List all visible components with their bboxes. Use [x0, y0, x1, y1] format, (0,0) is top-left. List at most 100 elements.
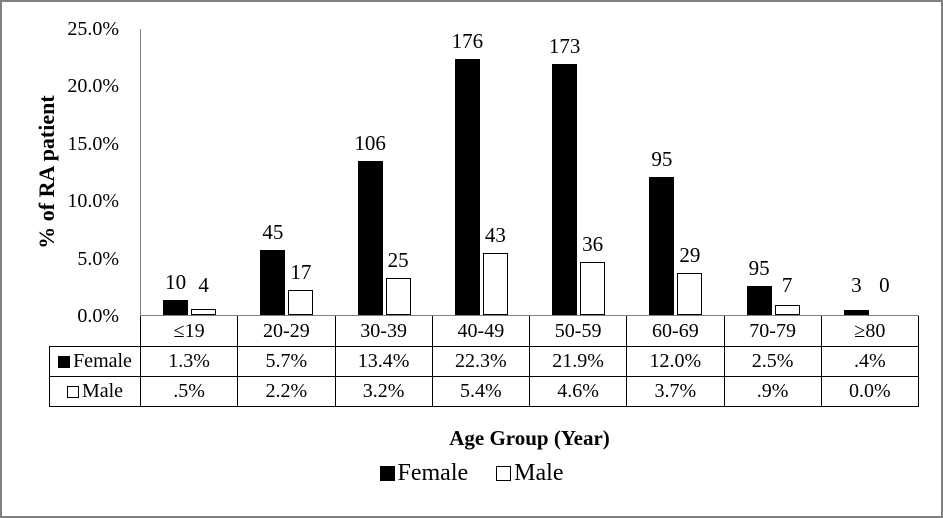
female-bar-60-69 — [649, 177, 675, 315]
category-column-3: 106 25 — [336, 29, 433, 315]
bar-slot: 0 — [872, 29, 897, 315]
y-tick-label: 15.0% — [67, 132, 119, 155]
male-bar-50-59 — [580, 262, 606, 315]
bar-slot: 43 — [482, 29, 508, 315]
female-bar-40-49 — [454, 59, 480, 315]
chart-legend: Female Male — [2, 460, 941, 487]
bar-slot: 3 — [843, 29, 869, 315]
male-count-label: 7 — [781, 273, 793, 297]
bar-slot: 7 — [774, 29, 800, 315]
male-count-label: 17 — [290, 259, 312, 284]
female-count-label: 106 — [354, 131, 386, 156]
x-axis-title: Age Group (Year) — [449, 426, 610, 450]
female-count-label: 95 — [748, 256, 770, 281]
bar-slot: 176 — [452, 29, 483, 315]
bar-slot: 4 — [191, 29, 217, 315]
bar-slot: 45 — [260, 29, 286, 315]
percent-cell: .5% — [139, 375, 239, 407]
male-bar-70-79 — [774, 304, 800, 315]
male-count-label: 4 — [198, 273, 209, 297]
category-label: 60-69 — [626, 316, 725, 347]
series-name: Female — [73, 350, 132, 372]
bar-slot: 106 — [354, 29, 386, 315]
female-bar-≤19 — [163, 300, 189, 315]
female-count-label: 45 — [262, 219, 284, 244]
male-swatch-icon — [66, 386, 79, 398]
male-count-label: 0 — [879, 273, 890, 297]
percent-cell: 4.6% — [528, 375, 628, 407]
bar-slot: 173 — [549, 29, 580, 315]
percent-cell: .9% — [723, 375, 822, 407]
percent-cell: 3.7% — [626, 375, 725, 407]
female-count-label: 3 — [851, 273, 862, 297]
male-count-label: 43 — [484, 223, 506, 248]
series-key-cell: Female — [49, 345, 141, 377]
y-tick-label: 10.0% — [67, 190, 119, 213]
category-label: 50-59 — [528, 316, 628, 347]
male-bar-≤19 — [191, 309, 217, 315]
male-bar-30-39 — [385, 278, 411, 315]
male-bar-60-69 — [677, 272, 703, 315]
female-bar-≥80 — [843, 310, 869, 315]
percent-cell: .4% — [820, 345, 920, 377]
percent-cell: 12.0% — [626, 345, 725, 377]
percent-cell: 3.2% — [334, 375, 433, 407]
bar-slot: 10 — [163, 29, 189, 315]
category-column-1: 10 4 — [141, 29, 238, 315]
percent-cell: 13.4% — [334, 345, 433, 377]
male-count-label: 29 — [679, 242, 701, 267]
y-tick-label: 25.0% — [67, 18, 119, 40]
bar-slot: 25 — [385, 29, 411, 315]
category-column-2: 45 17 — [238, 29, 335, 315]
legend-item-male: Male — [496, 460, 563, 487]
female-legend-swatch-icon — [379, 466, 395, 481]
series-key-cell: Male — [49, 375, 141, 407]
category-column-4: 176 43 — [433, 29, 530, 315]
category-label: 40-49 — [431, 316, 531, 347]
percent-cell: 1.3% — [139, 345, 239, 377]
y-tick-label: 20.0% — [67, 75, 119, 98]
bar-slot: 36 — [580, 29, 606, 315]
category-column-7: 95 7 — [725, 29, 822, 315]
table-row-male: Male .5% 2.2% 3.2% 5.4% 4.6% 3.7% .9% 0.0% — [49, 375, 920, 407]
female-count-label: 173 — [548, 33, 581, 58]
series-name: Male — [81, 380, 124, 402]
female-bar-30-39 — [357, 161, 383, 315]
plot-area: 10 4 45 17 106 25 176 43 173 36 95 29 95 7 3 0 — [140, 29, 919, 316]
y-tick-label: 5.0% — [77, 247, 119, 270]
category-column-6: 95 29 — [627, 29, 724, 315]
female-count-label: 10 — [165, 270, 187, 295]
category-column-5: 173 36 — [530, 29, 627, 315]
legend-label: Male — [514, 460, 564, 486]
male-bar-20-29 — [288, 289, 314, 315]
category-label: 30-39 — [334, 316, 433, 347]
male-bar-40-49 — [482, 253, 508, 315]
category-label: 70-79 — [723, 316, 822, 347]
table-category-row: ≤19 20-29 30-39 40-49 50-59 60-69 70-79 ≥80 — [50, 316, 920, 347]
legend-label: Female — [397, 460, 469, 486]
female-count-label: 176 — [451, 29, 484, 53]
percent-cell: 5.7% — [237, 345, 336, 377]
male-legend-swatch-icon — [496, 466, 512, 481]
category-label: 20-29 — [237, 316, 336, 347]
bar-slot: 95 — [746, 29, 772, 315]
male-count-label: 36 — [582, 232, 604, 257]
data-table: ≤19 20-29 30-39 40-49 50-59 60-69 70-79 ≥80 Fema… — [49, 316, 920, 407]
percent-cell: 22.3% — [431, 345, 531, 377]
female-count-label: 95 — [651, 147, 673, 172]
percent-cell: 21.9% — [528, 345, 628, 377]
category-label: ≤19 — [139, 316, 239, 347]
bar-slot: 17 — [288, 29, 314, 315]
bar-slot: 29 — [677, 29, 703, 315]
female-bar-70-79 — [746, 286, 772, 315]
female-bar-20-29 — [260, 249, 286, 315]
y-axis-tick-labels: 25.0% 20.0% 15.0% 10.0% 5.0% 0.0% — [2, 18, 119, 327]
percent-cell: 0.0% — [820, 375, 920, 407]
female-bar-50-59 — [552, 63, 578, 315]
legend-item-female: Female — [379, 460, 469, 487]
table-corner-spacer — [50, 316, 141, 346]
male-count-label: 25 — [387, 248, 409, 273]
y-tick-label: 0.0% — [77, 305, 119, 327]
